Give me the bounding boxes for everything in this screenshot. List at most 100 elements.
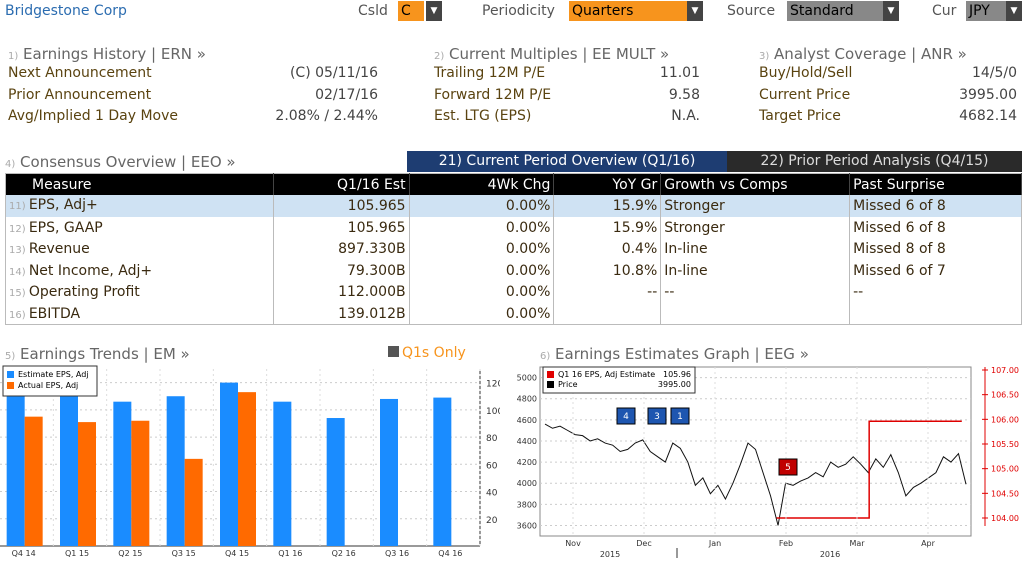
row-value: (C) 05/11/16 xyxy=(289,65,378,81)
event-marker xyxy=(670,407,690,425)
row-label: Current Price xyxy=(759,86,851,103)
table-cell: In-line xyxy=(660,238,851,260)
row-value: N.A. xyxy=(671,108,700,124)
actual-bar xyxy=(131,420,150,546)
consensus-title[interactable]: 4) Consensus Overview | EEO » xyxy=(5,153,236,171)
x-tick-label: Jan xyxy=(708,539,721,548)
y-tick-label: 4200 xyxy=(517,458,537,467)
summary-row: Current Price 3995.00 xyxy=(759,85,1017,107)
chevron-down-icon[interactable]: ▼ xyxy=(1006,1,1022,21)
csld-select[interactable]: C ▼ xyxy=(398,1,442,21)
right-tick-label: 107.00 xyxy=(991,366,1019,375)
event-marker xyxy=(647,407,667,425)
column-header[interactable]: Growth vs Comps xyxy=(660,173,851,195)
earnings-trends-title[interactable]: 5) Earnings Trends | EM » xyxy=(5,345,190,363)
x-tick-label: Q1 15 xyxy=(65,549,89,558)
actual-bar xyxy=(184,458,203,546)
table-cell xyxy=(660,303,851,325)
table-row[interactable]: 16) EBITDA 139.012B 0.00% xyxy=(5,303,1022,325)
column-header[interactable]: YoY Gr xyxy=(553,173,662,195)
marker-label: 1 xyxy=(677,412,683,422)
tab-prior-period[interactable]: 22) Prior Period Analysis (Q4/15) xyxy=(727,151,1022,172)
csld-label: Csld xyxy=(358,3,388,19)
checkbox-icon xyxy=(388,346,399,357)
row-value: 2.08% / 2.44% xyxy=(275,108,378,124)
row-value: 02/17/16 xyxy=(315,86,378,103)
table-row[interactable]: 11) EPS, Adj+ 105.965 0.00% 15.9% Stronger Mi… xyxy=(5,195,1022,217)
y-tick-label: 40 xyxy=(486,489,498,499)
estimate-bar xyxy=(113,401,132,546)
y-tick-label: 60 xyxy=(486,461,498,471)
x-tick-label: Q3 16 xyxy=(385,549,409,558)
cur-label: Cur xyxy=(932,3,957,19)
table-cell: -- xyxy=(849,281,1022,303)
source-label: Source xyxy=(727,3,776,19)
earnings-history-title[interactable]: 1) Earnings History | ERN » xyxy=(8,45,206,63)
table-cell: 897.330B xyxy=(273,238,410,260)
chevron-down-icon[interactable]: ▼ xyxy=(687,1,703,21)
legend-label: Price xyxy=(558,380,578,389)
row-label: Target Price xyxy=(759,108,841,124)
tab-current-period[interactable]: 21) Current Period Overview (Q1/16) xyxy=(407,151,727,172)
estimate-bar xyxy=(326,418,345,546)
source-select[interactable]: Standard ▼ xyxy=(787,1,899,21)
table-header-row: Measure Q1/16 Est 4Wk Chg YoY Gr Growth vs C… xyxy=(5,173,1022,195)
analyst-coverage-title[interactable]: 3) Analyst Coverage | ANR » xyxy=(759,45,967,63)
x-tick-label: Apr xyxy=(921,539,936,548)
table-row[interactable]: 12) EPS, GAAP 105.965 0.00% 15.9% Stronger Mi… xyxy=(5,217,1022,239)
measure-cell: 14) Net Income, Adj+ xyxy=(5,260,274,282)
y-tick-label: 4400 xyxy=(517,437,537,446)
table-cell: 0.00% xyxy=(409,195,555,217)
earnings-estimates-title[interactable]: 6) Earnings Estimates Graph | EEG » xyxy=(540,345,809,363)
year-label: 2015 xyxy=(600,550,620,559)
x-tick-label: Q1 16 xyxy=(278,549,302,558)
x-tick-label: Mar xyxy=(849,539,865,548)
y-tick-label: 4600 xyxy=(517,416,537,425)
summary-row: Est. LTG (EPS) N.A. xyxy=(434,106,700,128)
x-tick-label: Q4 14 xyxy=(12,549,36,558)
event-marker xyxy=(616,407,636,425)
periodicity-select[interactable]: Quarters ▼ xyxy=(569,1,703,21)
column-header[interactable]: 4Wk Chg xyxy=(409,173,555,195)
x-tick-label: Dec xyxy=(636,539,651,548)
row-label: Trailing 12M P/E xyxy=(434,65,546,81)
current-multiples-title[interactable]: 2) Current Multiples | EE MULT » xyxy=(434,45,670,63)
table-cell: -- xyxy=(660,281,851,303)
column-header[interactable]: Q1/16 Est xyxy=(273,173,410,195)
y-tick-label: 5000 xyxy=(517,374,537,383)
x-tick-label: Feb xyxy=(779,539,793,548)
actual-bar xyxy=(78,422,96,546)
table-row[interactable]: 15) Operating Profit 112.000B 0.00% -- -- -- xyxy=(5,281,1022,303)
periodicity-value: Quarters xyxy=(569,1,687,21)
row-label: Avg/Implied 1 Day Move xyxy=(8,108,179,124)
y-tick-label: 80 xyxy=(486,434,498,444)
table-row[interactable]: 13) Revenue 897.330B 0.00% 0.4% In-line Misse… xyxy=(5,238,1022,260)
column-header[interactable]: Past Surprise xyxy=(849,173,1022,195)
actual-bar xyxy=(238,392,256,546)
table-cell: 79.300B xyxy=(273,260,410,282)
table-row[interactable]: 14) Net Income, Adj+ 79.300B 0.00% 10.8% In-… xyxy=(5,260,1022,282)
table-cell: 0.00% xyxy=(409,281,555,303)
row-label: Prior Announcement xyxy=(8,86,152,103)
y-tick-label: 3800 xyxy=(517,500,537,509)
table-cell: 0.00% xyxy=(409,217,555,239)
consensus-table: Measure Q1/16 Est 4Wk Chg YoY Gr Growth vs C… xyxy=(5,173,1022,325)
cur-select[interactable]: JPY ▼ xyxy=(966,1,1022,21)
y-tick-label: 100 xyxy=(486,407,500,417)
column-header[interactable]: Measure xyxy=(5,173,274,195)
table-cell: 0.00% xyxy=(409,238,555,260)
table-cell: 105.965 xyxy=(273,217,410,239)
table-cell: Stronger xyxy=(660,217,851,239)
row-label: Buy/Hold/Sell xyxy=(759,65,853,81)
x-tick-label: Q2 15 xyxy=(118,549,142,558)
chevron-down-icon[interactable]: ▼ xyxy=(883,1,899,21)
q1s-only-toggle[interactable]: Q1s Only xyxy=(388,345,466,361)
table-cell: Missed 8 of 8 xyxy=(849,238,1022,260)
measure-cell: 11) EPS, Adj+ xyxy=(5,195,274,217)
estimate-bar xyxy=(380,398,398,546)
table-cell: Missed 6 of 7 xyxy=(849,260,1022,282)
estimate-bar xyxy=(166,396,185,546)
right-tick-label: 106.50 xyxy=(991,391,1019,400)
chevron-down-icon[interactable]: ▼ xyxy=(426,1,442,21)
measure-cell: 13) Revenue xyxy=(5,238,274,260)
